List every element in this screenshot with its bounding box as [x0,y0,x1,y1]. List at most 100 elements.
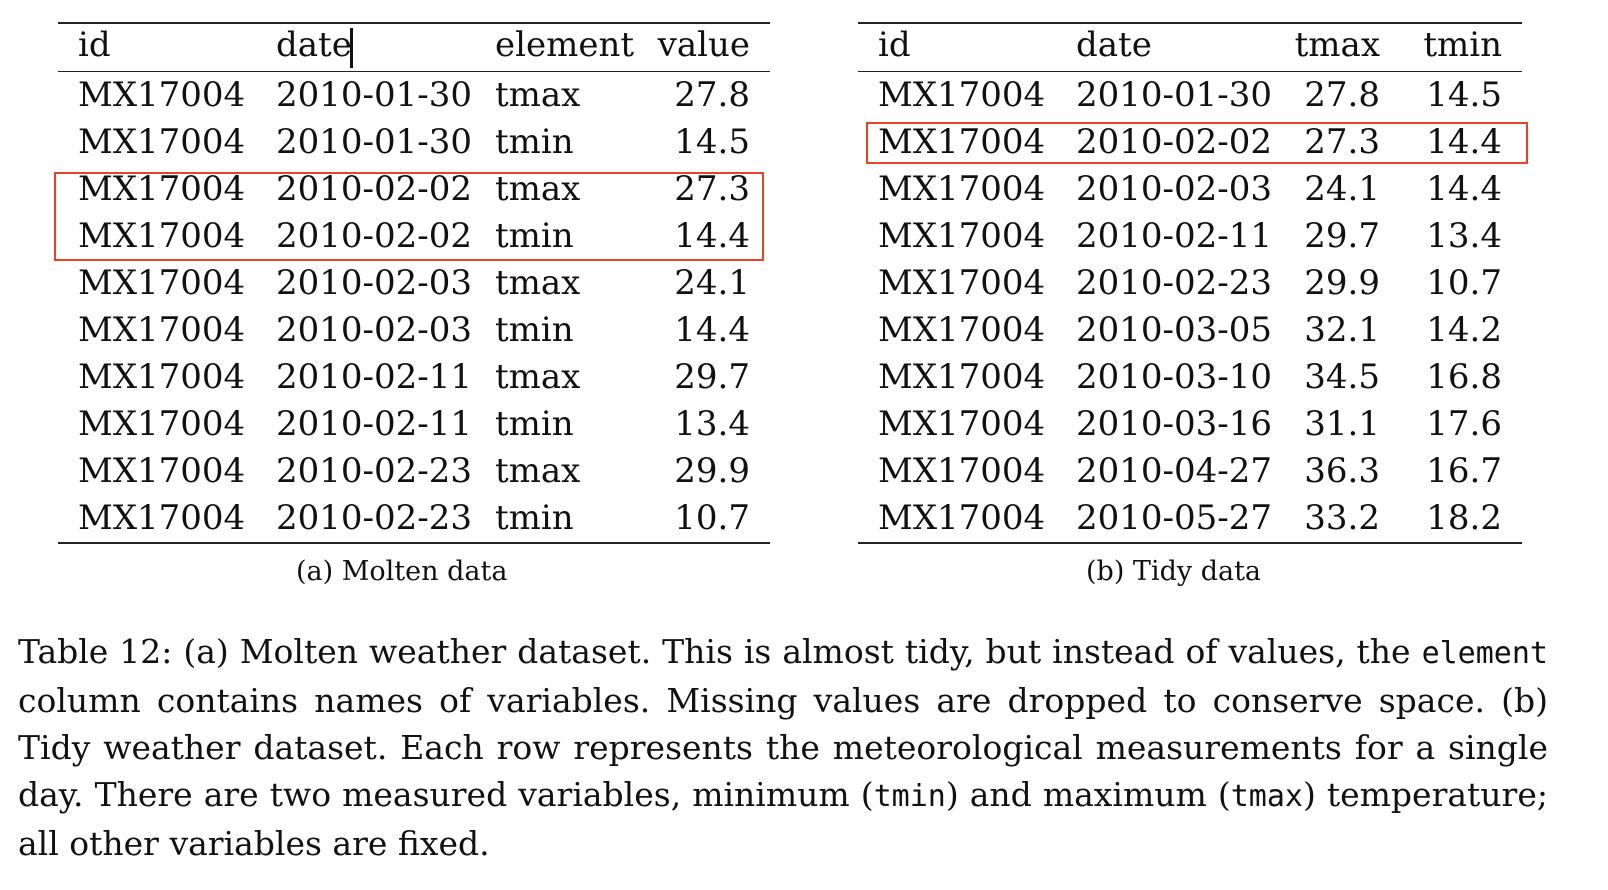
caption-text-3: ) and maximum ( [945,775,1231,814]
cell-id: MX17004 [78,357,246,397]
caption-text-2: column contains names of variables. Miss… [18,681,1548,814]
header-row: id date tmax tmin [858,22,1522,69]
cell-tmin: 14.5 [1426,75,1502,115]
cell-date: 2010-05-27 [1076,498,1273,538]
cell-value: 29.7 [674,357,750,397]
header-id: id [878,25,911,65]
cell-date: 2010-02-03 [1076,169,1273,209]
cell-tmin: 14.4 [1426,122,1502,162]
cell-id: MX17004 [78,404,246,444]
header-date: date [1076,25,1152,65]
table-row: MX17004 2010-01-30 27.8 14.5 [858,72,1522,119]
table-row: MX17004 2010-05-27 33.2 18.2 [858,495,1522,542]
cell-value: 10.7 [674,498,750,538]
cell-date: 2010-02-11 [276,404,473,444]
caption-code-tmin: tmin [873,779,946,814]
cell-tmax: 36.3 [1304,451,1380,491]
cell-element: tmin [495,498,574,538]
cell-element: tmax [495,169,581,209]
bottom-rule [858,542,1522,544]
cell-element: tmax [495,75,581,115]
subcaption-a: (a) Molten data [296,556,508,587]
cell-value: 14.5 [674,122,750,162]
cell-tmax: 34.5 [1304,357,1380,397]
cell-tmin: 16.8 [1426,357,1502,397]
table-row: MX17004 2010-03-05 32.1 14.2 [858,307,1522,354]
cell-element: tmin [495,216,574,256]
table-caption: Table 12: (a) Molten weather dataset. Th… [18,628,1548,867]
cell-tmin: 10.7 [1426,263,1502,303]
caption-text-1: Table 12: (a) Molten weather dataset. Th… [18,632,1422,671]
table-row: MX17004 2010-01-30 tmax 27.8 [58,72,770,119]
header-id: id [78,25,111,65]
cell-value: 24.1 [674,263,750,303]
cell-id: MX17004 [878,216,1046,256]
cell-tmax: 33.2 [1304,498,1380,538]
caption-code-tmax: tmax [1230,779,1303,814]
cell-tmin: 16.7 [1426,451,1502,491]
cell-date: 2010-02-02 [276,169,473,209]
cell-id: MX17004 [878,263,1046,303]
header-row: id date element value [58,22,770,69]
cell-date: 2010-01-30 [276,122,473,162]
cell-date: 2010-02-23 [276,451,473,491]
table-row: MX17004 2010-02-11 tmax 29.7 [58,354,770,401]
cell-tmax: 32.1 [1304,310,1380,350]
cell-date: 2010-02-02 [1076,122,1273,162]
cell-tmin: 13.4 [1426,216,1502,256]
cell-value: 13.4 [674,404,750,444]
highlight-box [866,122,1528,164]
cell-date: 2010-03-05 [1076,310,1273,350]
cell-id: MX17004 [878,75,1046,115]
caption-text-4: ) temperature; all other variables are f… [18,775,1548,863]
cell-tmax: 31.1 [1304,404,1380,444]
cell-element: tmin [495,122,574,162]
table-row: MX17004 2010-02-02 tmin 14.4 [58,213,770,260]
cell-id: MX17004 [78,122,246,162]
subcaption-b: (b) Tidy data [1086,556,1262,587]
table-row: MX17004 2010-02-03 24.1 14.4 [858,166,1522,213]
top-rule [58,22,770,24]
header-rule [858,71,1522,72]
cell-value: 29.9 [674,451,750,491]
table-row: MX17004 2010-02-11 29.7 13.4 [858,213,1522,260]
cell-date: 2010-02-23 [1076,263,1273,303]
header-value: value [657,25,750,65]
cell-element: tmax [495,451,581,491]
table-row: MX17004 2010-02-02 tmax 27.3 [58,166,770,213]
cell-id: MX17004 [878,169,1046,209]
cell-date: 2010-02-11 [1076,216,1273,256]
cell-id: MX17004 [878,357,1046,397]
header-element: element [495,25,635,65]
cell-id: MX17004 [878,310,1046,350]
cell-tmax: 29.9 [1304,263,1380,303]
table-row: MX17004 2010-04-27 36.3 16.7 [858,448,1522,495]
caption-code-element: element [1421,636,1548,671]
cell-tmin: 17.6 [1426,404,1502,444]
table-row: MX17004 2010-02-03 tmin 14.4 [58,307,770,354]
cell-tmax: 27.3 [1304,122,1380,162]
cell-date: 2010-01-30 [1076,75,1273,115]
cell-id: MX17004 [878,122,1046,162]
cell-id: MX17004 [878,498,1046,538]
cell-id: MX17004 [78,75,246,115]
cell-value: 14.4 [674,310,750,350]
cell-date: 2010-02-11 [276,357,473,397]
cell-value: 14.4 [674,216,750,256]
cell-id: MX17004 [78,498,246,538]
cell-tmin: 14.2 [1426,310,1502,350]
cell-element: tmin [495,310,574,350]
cell-tmin: 18.2 [1426,498,1502,538]
header-date: date [276,25,352,65]
table-row: MX17004 2010-02-23 29.9 10.7 [858,260,1522,307]
cell-date: 2010-02-23 [276,498,473,538]
table-row: MX17004 2010-02-23 tmax 29.9 [58,448,770,495]
cell-date: 2010-02-03 [276,263,473,303]
cell-id: MX17004 [78,216,246,256]
cell-tmin: 14.4 [1426,169,1502,209]
cell-id: MX17004 [878,451,1046,491]
cell-value: 27.8 [674,75,750,115]
table-row: MX17004 2010-02-03 tmax 24.1 [58,260,770,307]
table-row: MX17004 2010-01-30 tmin 14.5 [58,119,770,166]
header-tmin: tmin [1423,25,1502,65]
